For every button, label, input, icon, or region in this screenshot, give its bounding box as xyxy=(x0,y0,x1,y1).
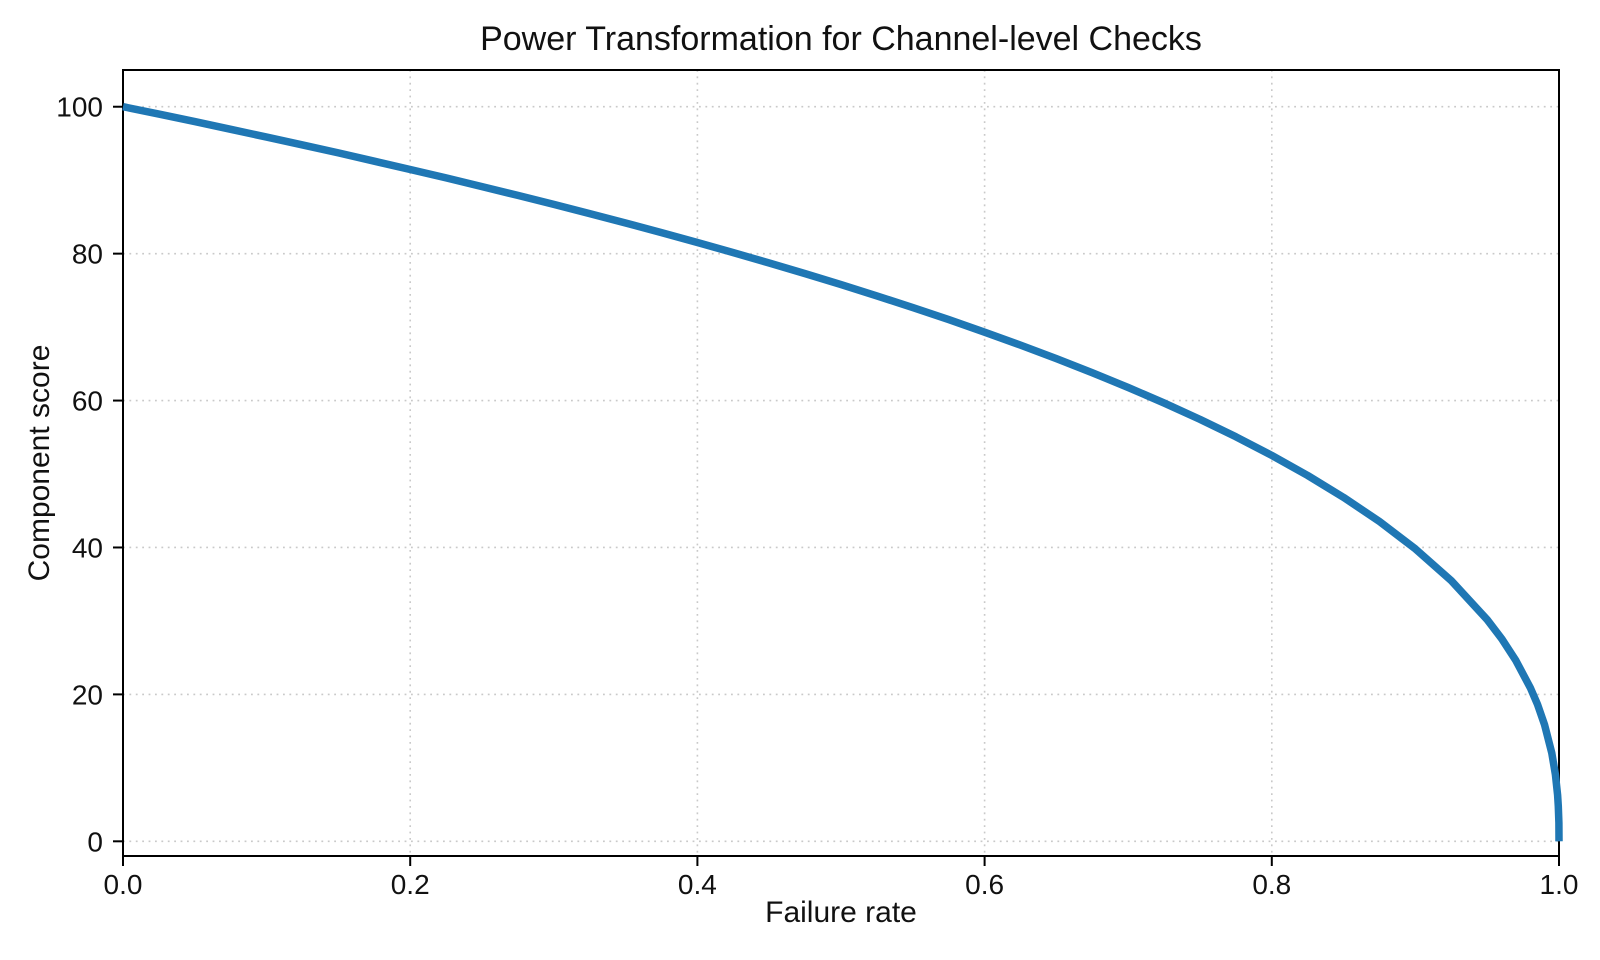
y-tick-label: 20 xyxy=(72,679,103,710)
x-tick-label: 1.0 xyxy=(1540,869,1579,900)
x-tick-label: 0.0 xyxy=(104,869,143,900)
y-tick-label: 100 xyxy=(56,92,103,123)
axes-spines xyxy=(122,69,1560,857)
x-tick-label: 0.2 xyxy=(391,869,430,900)
x-tick-label: 0.4 xyxy=(678,869,717,900)
y-tick-label: 60 xyxy=(72,386,103,417)
y-tick-label: 80 xyxy=(72,239,103,270)
y-tick-label: 0 xyxy=(87,826,103,857)
x-axis-label: Failure rate xyxy=(765,896,917,929)
chart-title: Power Transformation for Channel-level C… xyxy=(480,20,1202,58)
series-line xyxy=(122,103,1563,842)
x-tick-label: 0.8 xyxy=(1252,869,1291,900)
x-tick-label: 0.6 xyxy=(965,869,1004,900)
y-tick-label: 40 xyxy=(72,532,103,563)
